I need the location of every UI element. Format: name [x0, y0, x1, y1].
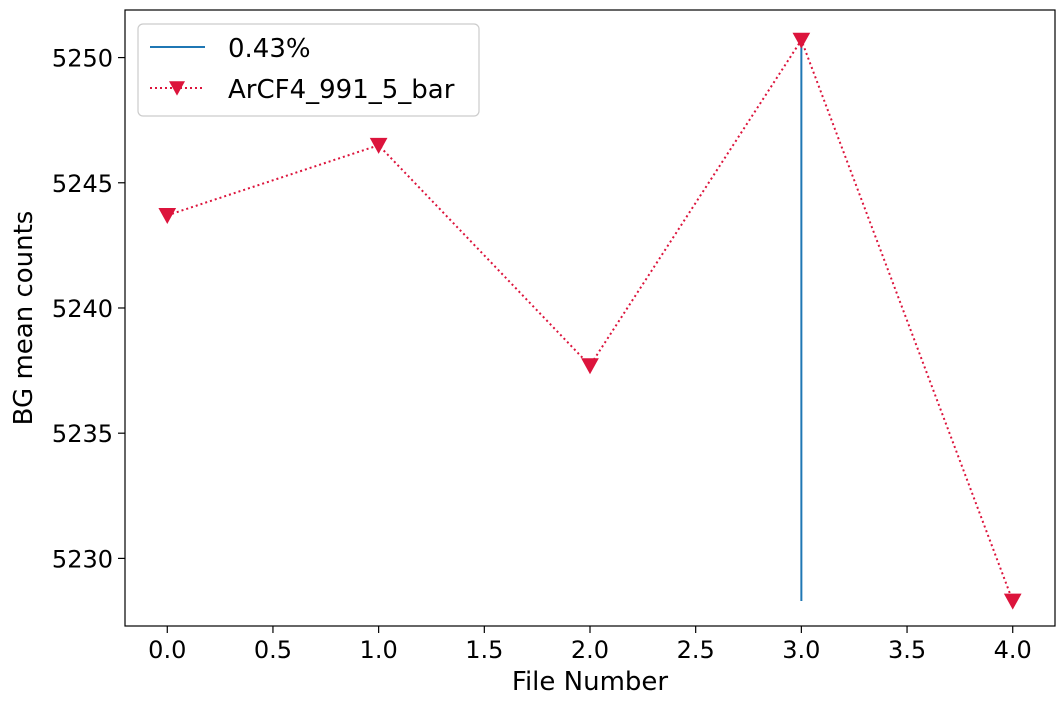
x-tick-label: 0.5 — [254, 636, 292, 664]
y-tick-label: 5250 — [52, 45, 113, 73]
y-axis: 5230 5235 5240 5245 5250 — [52, 45, 125, 573]
x-tick-label: 2.0 — [571, 636, 609, 664]
x-tick-label: 1.0 — [360, 636, 398, 664]
plot-area — [158, 32, 1022, 610]
y-axis-label: BG mean counts — [9, 211, 39, 426]
data-point — [581, 358, 599, 375]
y-tick-label: 5245 — [52, 170, 113, 198]
legend-label-vline: 0.43% — [228, 34, 311, 64]
x-tick-label: 1.5 — [465, 636, 503, 664]
data-point — [792, 32, 811, 49]
data-point — [158, 208, 177, 224]
x-axis: 0.0 0.5 1.0 1.5 2.0 2.5 3.0 3.5 4.0 — [148, 626, 1032, 664]
y-tick-label: 5235 — [52, 420, 113, 448]
data-point — [369, 137, 388, 154]
legend-label-series: ArCF4_991_5_bar — [228, 75, 455, 105]
x-tick-label: 2.5 — [677, 636, 715, 664]
x-tick-label: 4.0 — [994, 636, 1032, 664]
legend: 0.43% ArCF4_991_5_bar — [137, 23, 480, 117]
legend-box — [137, 23, 480, 117]
x-tick-label: 3.5 — [888, 636, 926, 664]
data-point — [1003, 593, 1022, 610]
y-tick-label: 5230 — [52, 545, 113, 573]
legend-marker-series — [169, 81, 185, 96]
series-line — [166, 37, 1014, 602]
x-tick-label: 0.0 — [148, 636, 186, 664]
y-tick-label: 5240 — [52, 295, 113, 323]
x-tick-label: 3.0 — [782, 636, 820, 664]
x-axis-label: File Number — [512, 667, 669, 697]
